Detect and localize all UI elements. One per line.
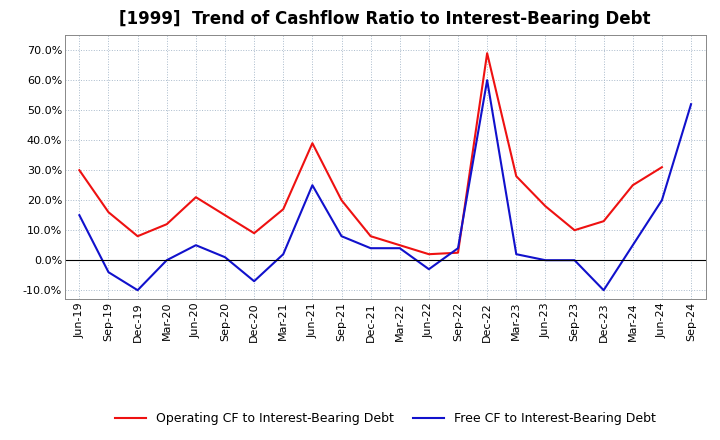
Title: [1999]  Trend of Cashflow Ratio to Interest-Bearing Debt: [1999] Trend of Cashflow Ratio to Intere… bbox=[120, 10, 651, 28]
Free CF to Interest-Bearing Debt bbox=[483, 77, 492, 83]
Operating CF to Interest-Bearing Debt bbox=[570, 227, 579, 233]
Free CF to Interest-Bearing Debt bbox=[279, 252, 287, 257]
Operating CF to Interest-Bearing Debt bbox=[163, 222, 171, 227]
Free CF to Interest-Bearing Debt bbox=[192, 242, 200, 248]
Free CF to Interest-Bearing Debt bbox=[163, 257, 171, 263]
Operating CF to Interest-Bearing Debt bbox=[425, 252, 433, 257]
Operating CF to Interest-Bearing Debt bbox=[512, 173, 521, 179]
Operating CF to Interest-Bearing Debt bbox=[366, 234, 375, 239]
Operating CF to Interest-Bearing Debt bbox=[454, 250, 462, 255]
Free CF to Interest-Bearing Debt bbox=[75, 213, 84, 218]
Operating CF to Interest-Bearing Debt bbox=[395, 242, 404, 248]
Free CF to Interest-Bearing Debt bbox=[541, 257, 550, 263]
Operating CF to Interest-Bearing Debt bbox=[133, 234, 142, 239]
Operating CF to Interest-Bearing Debt bbox=[104, 209, 113, 215]
Operating CF to Interest-Bearing Debt bbox=[337, 198, 346, 203]
Operating CF to Interest-Bearing Debt bbox=[657, 165, 666, 170]
Free CF to Interest-Bearing Debt bbox=[657, 198, 666, 203]
Operating CF to Interest-Bearing Debt bbox=[599, 219, 608, 224]
Operating CF to Interest-Bearing Debt bbox=[279, 206, 287, 212]
Operating CF to Interest-Bearing Debt bbox=[629, 183, 637, 188]
Legend: Operating CF to Interest-Bearing Debt, Free CF to Interest-Bearing Debt: Operating CF to Interest-Bearing Debt, F… bbox=[109, 407, 661, 430]
Operating CF to Interest-Bearing Debt bbox=[483, 51, 492, 56]
Free CF to Interest-Bearing Debt bbox=[133, 288, 142, 293]
Line: Operating CF to Interest-Bearing Debt: Operating CF to Interest-Bearing Debt bbox=[79, 53, 662, 254]
Operating CF to Interest-Bearing Debt bbox=[75, 168, 84, 173]
Free CF to Interest-Bearing Debt bbox=[512, 252, 521, 257]
Free CF to Interest-Bearing Debt bbox=[629, 242, 637, 248]
Free CF to Interest-Bearing Debt bbox=[599, 288, 608, 293]
Free CF to Interest-Bearing Debt bbox=[250, 279, 258, 284]
Free CF to Interest-Bearing Debt bbox=[220, 255, 229, 260]
Free CF to Interest-Bearing Debt bbox=[337, 234, 346, 239]
Free CF to Interest-Bearing Debt bbox=[308, 183, 317, 188]
Operating CF to Interest-Bearing Debt bbox=[308, 140, 317, 146]
Free CF to Interest-Bearing Debt bbox=[425, 267, 433, 272]
Free CF to Interest-Bearing Debt bbox=[366, 246, 375, 251]
Line: Free CF to Interest-Bearing Debt: Free CF to Interest-Bearing Debt bbox=[79, 80, 691, 290]
Operating CF to Interest-Bearing Debt bbox=[250, 231, 258, 236]
Operating CF to Interest-Bearing Debt bbox=[220, 213, 229, 218]
Free CF to Interest-Bearing Debt bbox=[395, 246, 404, 251]
Operating CF to Interest-Bearing Debt bbox=[541, 204, 550, 209]
Operating CF to Interest-Bearing Debt bbox=[192, 194, 200, 200]
Free CF to Interest-Bearing Debt bbox=[687, 102, 696, 107]
Free CF to Interest-Bearing Debt bbox=[104, 270, 113, 275]
Free CF to Interest-Bearing Debt bbox=[454, 246, 462, 251]
Free CF to Interest-Bearing Debt bbox=[570, 257, 579, 263]
